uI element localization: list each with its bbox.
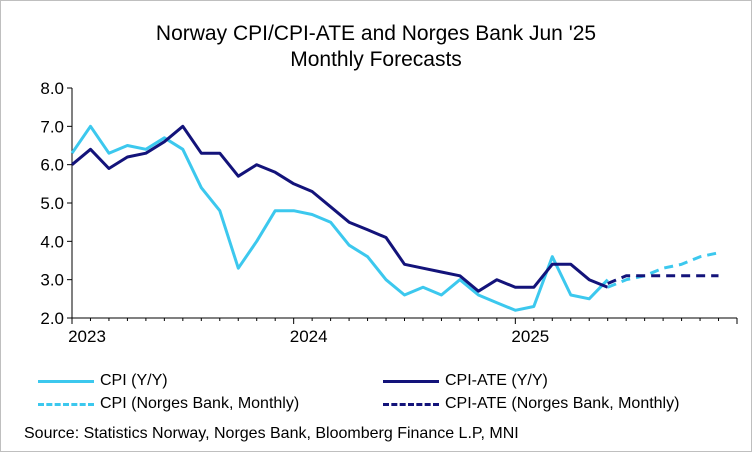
series-line-cpi-ate-y-y (71, 124, 609, 293)
series-lines (70, 124, 719, 312)
y-tick-label: 4.0 (40, 232, 64, 251)
series-line-cpi-ate-norges-bank-monthly (607, 274, 719, 285)
series-line-cpi-norges-bank-monthly (607, 251, 719, 289)
legend-swatch-cpi-forecast (38, 402, 94, 406)
axes: 2.0 3.0 4.0 5.0 6.0 7.0 8.0 2023 2024 2025 (40, 79, 738, 346)
legend-label-cpi-forecast: CPI (Norges Bank, Monthly) (100, 395, 300, 412)
chart-title-line-2: Monthly Forecasts (290, 48, 462, 71)
series-line-cpi-y-y (70, 124, 609, 312)
legend-entry-cpi-ate-forecast: CPI-ATE (Norges Bank, Monthly) (383, 394, 679, 414)
legend-swatch-cpi (38, 379, 94, 383)
legend-entry-cpi-forecast: CPI (Norges Bank, Monthly) (38, 394, 299, 414)
legend-label-cpi-ate-forecast: CPI-ATE (Norges Bank, Monthly) (445, 395, 680, 412)
y-tick-label: 5.0 (40, 194, 64, 213)
chart-title-line-1: Norway CPI/CPI-ATE and Norges Bank Jun '… (155, 22, 597, 45)
legend-entry-cpi-ate: CPI-ATE (Y/Y) (383, 371, 548, 391)
source-note: Source: Statistics Norway, Norges Bank, … (24, 425, 519, 442)
y-tick-label: 3.0 (40, 271, 64, 290)
x-tick-label: 2023 (68, 327, 106, 346)
legend-label-cpi-ate: CPI-ATE (Y/Y) (445, 372, 548, 389)
legend-entry-cpi: CPI (Y/Y) (38, 371, 168, 391)
legend-swatch-cpi-ate-forecast (383, 402, 439, 406)
x-tick-label: 2025 (511, 327, 549, 346)
y-tick-label: 7.0 (40, 117, 64, 136)
y-tick-label: 2.0 (40, 309, 64, 328)
y-tick-label: 8.0 (40, 79, 64, 98)
y-tick-label: 6.0 (40, 156, 64, 175)
x-tick-label: 2024 (290, 327, 328, 346)
legend-label-cpi: CPI (Y/Y) (100, 372, 168, 389)
legend-swatch-cpi-ate (383, 379, 439, 383)
